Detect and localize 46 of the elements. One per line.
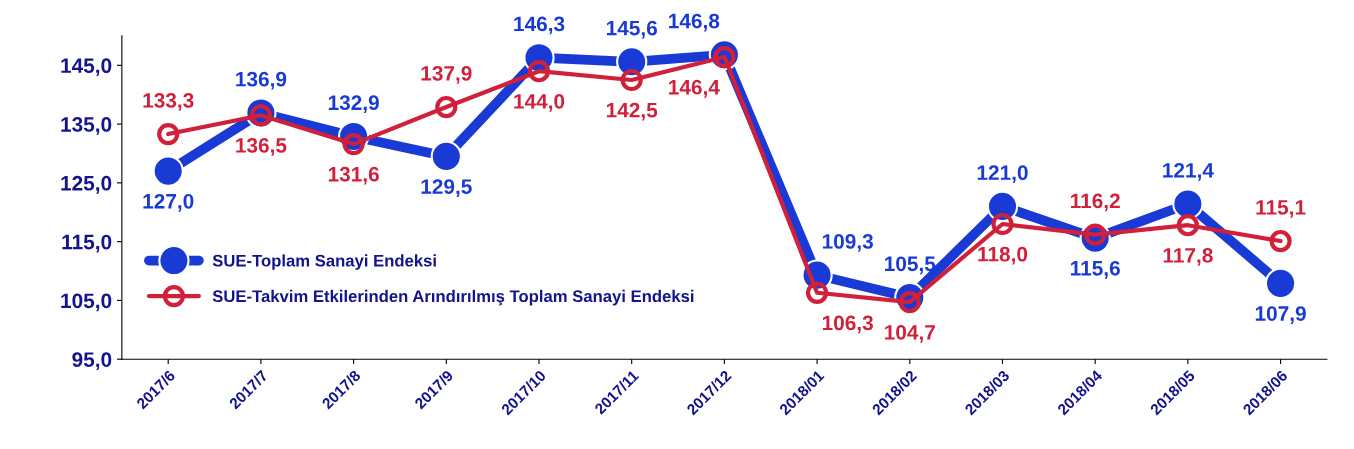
y-tick-label: 105,0 [61,293,112,312]
point [152,155,184,187]
data-label: 142,5 [606,102,658,121]
point [157,122,180,146]
point [991,212,1014,236]
point [527,60,551,83]
data-label: 106,3 [822,315,873,334]
data-label: 146,4 [669,79,720,98]
point [430,140,462,173]
legend-label: SUE-Takvim Etkilerinden Arındırılmış Toplam Sanayi Endeksi [212,289,694,306]
data-label: 146,3 [514,16,565,35]
y-tick-label: 135,0 [61,117,112,135]
data-label: 129,5 [421,179,472,197]
data-label: 133,3 [143,92,194,111]
data-label: 146,8 [669,13,720,32]
y-tick-label: 125,0 [61,175,112,194]
data-label: 145,6 [606,20,658,39]
point [1264,267,1297,299]
point [435,95,458,119]
point [1269,229,1292,253]
data-label: 131,6 [328,166,379,185]
y-tick-label: 145,0 [61,58,112,77]
data-label: 118,0 [978,246,1028,265]
data-label: 109,3 [822,234,873,252]
legend-label: SUE-Toplam Sanayi Endeksi [212,254,436,270]
data-label: 136,9 [236,71,287,90]
y-tick-label: 95,0 [72,352,112,370]
point [620,68,643,92]
point [805,281,829,304]
data-label: 132,9 [328,95,379,114]
data-label: 137,9 [421,65,472,84]
data-label: 115,6 [1071,260,1120,279]
data-label: 105,5 [885,256,936,275]
data-label: 121,0 [977,165,1028,184]
y-tick-label: 115,0 [62,234,112,253]
point [1172,188,1204,220]
data-label: 115,1 [1256,200,1306,218]
data-label: 136,5 [236,138,287,156]
data-label: 127,0 [143,193,194,212]
data-label: 117,8 [1163,247,1213,266]
data-label: 144,0 [514,93,565,112]
data-label: 121,4 [1163,162,1214,181]
data-label: 104,7 [885,324,935,343]
data-label: 116,2 [1071,193,1120,212]
data-label: 107,9 [1255,306,1306,324]
point [1176,214,1199,237]
